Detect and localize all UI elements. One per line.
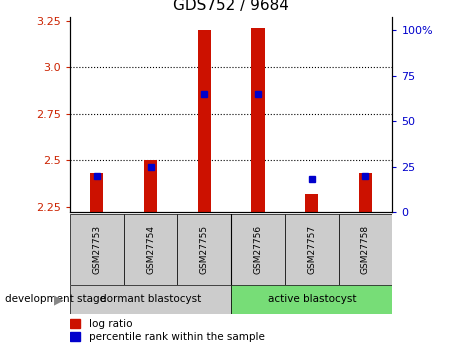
Text: GSM27757: GSM27757 xyxy=(307,225,316,274)
Bar xyxy=(144,160,157,212)
Text: ▶: ▶ xyxy=(54,293,64,306)
Bar xyxy=(251,28,265,212)
Text: GSM27753: GSM27753 xyxy=(92,225,101,274)
Bar xyxy=(359,173,372,212)
Bar xyxy=(70,319,80,328)
Bar xyxy=(305,194,318,212)
Text: log ratio: log ratio xyxy=(89,319,133,329)
Title: GDS752 / 9684: GDS752 / 9684 xyxy=(173,0,289,13)
Text: percentile rank within the sample: percentile rank within the sample xyxy=(89,332,265,342)
Bar xyxy=(198,30,211,212)
Bar xyxy=(90,173,103,212)
Bar xyxy=(70,332,80,341)
Text: dormant blastocyst: dormant blastocyst xyxy=(100,294,201,304)
Text: active blastocyst: active blastocyst xyxy=(267,294,356,304)
Text: GSM27756: GSM27756 xyxy=(253,225,262,274)
Text: GSM27758: GSM27758 xyxy=(361,225,370,274)
Text: GSM27755: GSM27755 xyxy=(200,225,209,274)
Bar xyxy=(231,285,392,314)
Bar xyxy=(70,214,124,285)
Text: development stage: development stage xyxy=(5,295,106,304)
Text: GSM27754: GSM27754 xyxy=(146,225,155,274)
Bar xyxy=(124,214,177,285)
Bar xyxy=(339,214,392,285)
Bar xyxy=(231,214,285,285)
Bar xyxy=(285,214,339,285)
Bar xyxy=(177,214,231,285)
Bar xyxy=(70,285,231,314)
